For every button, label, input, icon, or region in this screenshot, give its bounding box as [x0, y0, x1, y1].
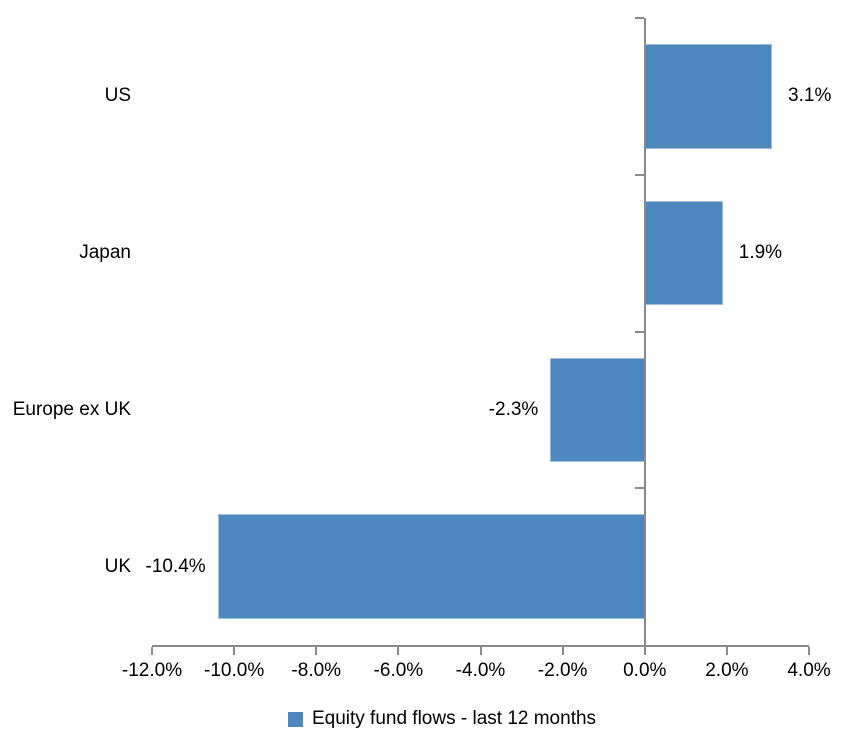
x-axis-tick [643, 647, 646, 655]
data-label: 3.1% [788, 85, 832, 107]
x-axis-tick [151, 647, 153, 655]
x-tick-label: -8.0% [291, 660, 342, 681]
x-tick-label: 0.0% [623, 660, 667, 681]
bar-uk [217, 514, 645, 619]
x-axis-tick [725, 647, 728, 655]
x-axis-tick [315, 647, 318, 655]
legend-label: Equity fund flows - last 12 months [311, 708, 597, 729]
data-label: -10.4% [145, 555, 206, 577]
category-axis-line [643, 18, 646, 647]
y-axis-tick [634, 17, 644, 19]
data-label: 1.9% [738, 242, 783, 264]
category-label: Europe ex UK [12, 398, 131, 420]
x-tick-label: -10.0% [204, 660, 265, 681]
y-axis-tick [634, 487, 644, 490]
x-axis-tick [479, 647, 482, 655]
x-axis-tick [397, 647, 400, 655]
bar-europe-ex-uk [550, 357, 645, 463]
bar-us [644, 44, 773, 149]
x-axis-tick [808, 647, 810, 655]
value-axis-line [152, 645, 809, 647]
x-axis-tick [561, 647, 564, 655]
bar-japan [644, 200, 723, 306]
x-tick-label: -6.0% [373, 660, 424, 681]
x-tick-label: -2.0% [537, 660, 588, 681]
category-label: US [104, 85, 131, 107]
y-axis-tick [634, 173, 644, 176]
x-tick-label: 2.0% [705, 660, 749, 681]
legend: Equity fund flows - last 12 months [0, 704, 852, 734]
category-label: Japan [79, 242, 131, 264]
x-axis-tick [233, 647, 236, 655]
legend-marker-icon [287, 711, 303, 727]
category-label: UK [104, 555, 131, 577]
x-tick-label: 4.0% [787, 660, 831, 681]
y-axis-tick [634, 330, 644, 333]
x-tick-label: -12.0% [121, 660, 183, 681]
x-tick-label: -4.0% [455, 660, 506, 681]
data-label: -2.3% [488, 398, 539, 420]
